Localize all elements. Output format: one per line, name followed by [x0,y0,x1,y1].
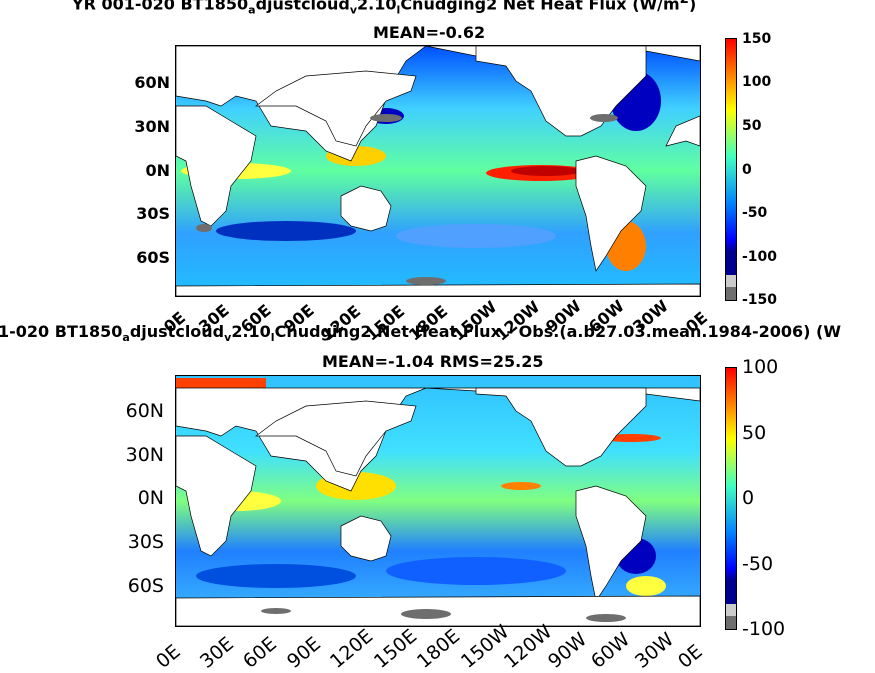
bottom-colorbar-tick: 0 [742,487,755,509]
top-colorbar-tick: 100 [742,74,772,90]
top-land-australia [340,185,392,232]
top-colorbar-tick: 50 [742,118,762,134]
bottom-lon-label: 0E [152,640,185,673]
bottom-lon-label: 30E [196,632,238,673]
top-land-south-asia [254,70,417,147]
bottom-colorbar [725,367,737,630]
bottom-land-australia [340,515,392,562]
top-land-north-america [475,46,647,137]
top-land-africa [176,105,257,227]
top-colorbar-tick: -150 [742,292,778,308]
bottom-lon-label: 150E [370,624,422,673]
top-land-south-america [575,155,647,272]
bottom-lon-label: 90E [283,632,325,673]
bottom-colorbar-tick: 50 [742,422,767,444]
top-lat-label-30s: 30S [136,204,170,223]
top-panel-title: YR 001-020 BT1850adjustcloudv2.10lCnudgi… [72,0,697,17]
top-heat-flux-map [175,45,701,297]
bottom-lat-label-60s: 60S [127,575,164,597]
top-colorbar-tick: -50 [742,205,768,221]
bottom-colorbar-tick: -100 [742,618,786,640]
top-colorbar-tick: -100 [742,249,778,265]
top-panel-stats: MEAN=-0.62 [373,23,486,42]
bottom-lon-label: 120W [500,620,557,673]
bottom-lon-label: 150W [457,620,514,673]
top-lat-label-30n: 30N [134,117,170,136]
bottom-heat-flux-difference-map [175,375,701,627]
bottom-panel-title: 1-020 BT1850adjustcloudv2.10lCnudging2 N… [0,322,841,345]
bottom-lon-label: 180E [413,624,465,673]
top-lat-label-0n: 0N [145,161,170,180]
bottom-lon-label: 0E [674,640,707,673]
bottom-land-africa [176,435,257,557]
bottom-land-north-america [475,387,647,467]
bottom-land-south-asia [254,400,417,477]
top-colorbar [725,38,737,301]
top-lat-label-60n: 60N [134,73,170,92]
bottom-land-south-america [575,485,647,602]
top-land-antarctica [176,283,700,296]
bottom-lon-label: 30W [631,628,679,673]
top-colorbar-tick: 0 [742,162,752,178]
bottom-lat-label-0n: 0N [137,487,164,509]
bottom-lon-label: 60E [239,632,281,673]
bottom-colorbar-tick: -50 [742,553,774,575]
bottom-lon-label: 120E [326,624,378,673]
top-colorbar-tick: 150 [742,31,772,47]
bottom-panel-stats: MEAN=-1.04 RMS=25.25 [322,352,544,371]
bottom-lat-label-30s: 30S [127,531,164,553]
bottom-lat-label-30n: 30N [125,444,164,466]
top-lat-label-60s: 60S [136,248,170,267]
bottom-lat-label-60n: 60N [125,400,164,422]
bottom-lon-label: 60W [587,628,635,673]
bottom-colorbar-tick: 100 [742,356,779,378]
